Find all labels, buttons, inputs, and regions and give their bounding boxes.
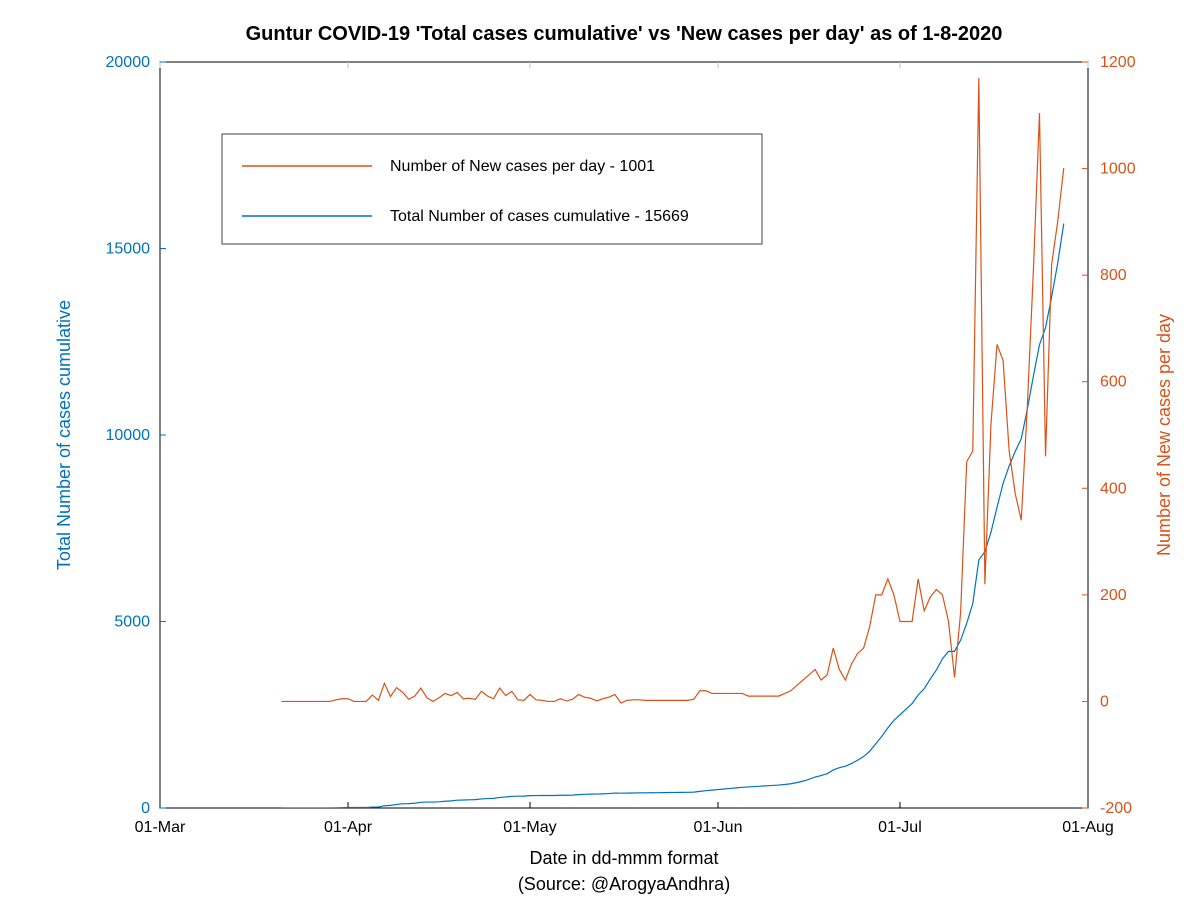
yleft-tick-label: 15000 [106, 241, 151, 258]
legend-label-new: Number of New cases per day - 1001 [390, 158, 655, 175]
series-cumulative [281, 224, 1063, 808]
yleft-tick-label: 10000 [106, 427, 151, 444]
x-tick-label: 01-May [503, 819, 556, 836]
chart-title: Guntur COVID-19 'Total cases cumulative'… [246, 23, 1003, 45]
x-tick-label: 01-Apr [324, 819, 373, 836]
chart-svg: 01-Mar 01-Apr 01-May 01-Jun 01-Jul 01-Aug 0 500… [0, 0, 1200, 900]
yleft-tick-label: 5000 [114, 614, 150, 631]
yright-tick-label: 1000 [1100, 161, 1136, 178]
yright-tick-label: 600 [1100, 374, 1127, 391]
yright-tick-label: 0 [1100, 693, 1109, 710]
x-tick-label: 01-Mar [135, 819, 186, 836]
yright-tick-label: -200 [1100, 800, 1132, 817]
y-left-label: Total Number of cases cumulative [54, 300, 74, 570]
x-tick-label: 01-Jun [694, 819, 743, 836]
yright-tick-label: 800 [1100, 267, 1127, 284]
x-tick-label: 01-Jul [878, 819, 922, 836]
legend-box [222, 134, 762, 244]
yright-tick-label: 200 [1100, 587, 1127, 604]
x-axis-label: Date in dd-mmm format [529, 848, 718, 868]
x-axis-sublabel: (Source: @ArogyaAndhra) [518, 874, 730, 894]
yleft-tick-label: 0 [141, 800, 150, 817]
x-tick-label: 01-Aug [1062, 819, 1114, 836]
y-right-label: Number of New cases per day [1154, 314, 1174, 556]
yright-tick-label: 1200 [1100, 54, 1136, 71]
yright-tick-label: 400 [1100, 480, 1127, 497]
legend-label-cumulative: Total Number of cases cumulative - 15669 [390, 208, 689, 225]
yleft-tick-label: 20000 [106, 54, 151, 71]
chart-container: 01-Mar 01-Apr 01-May 01-Jun 01-Jul 01-Aug 0 500… [0, 0, 1200, 900]
